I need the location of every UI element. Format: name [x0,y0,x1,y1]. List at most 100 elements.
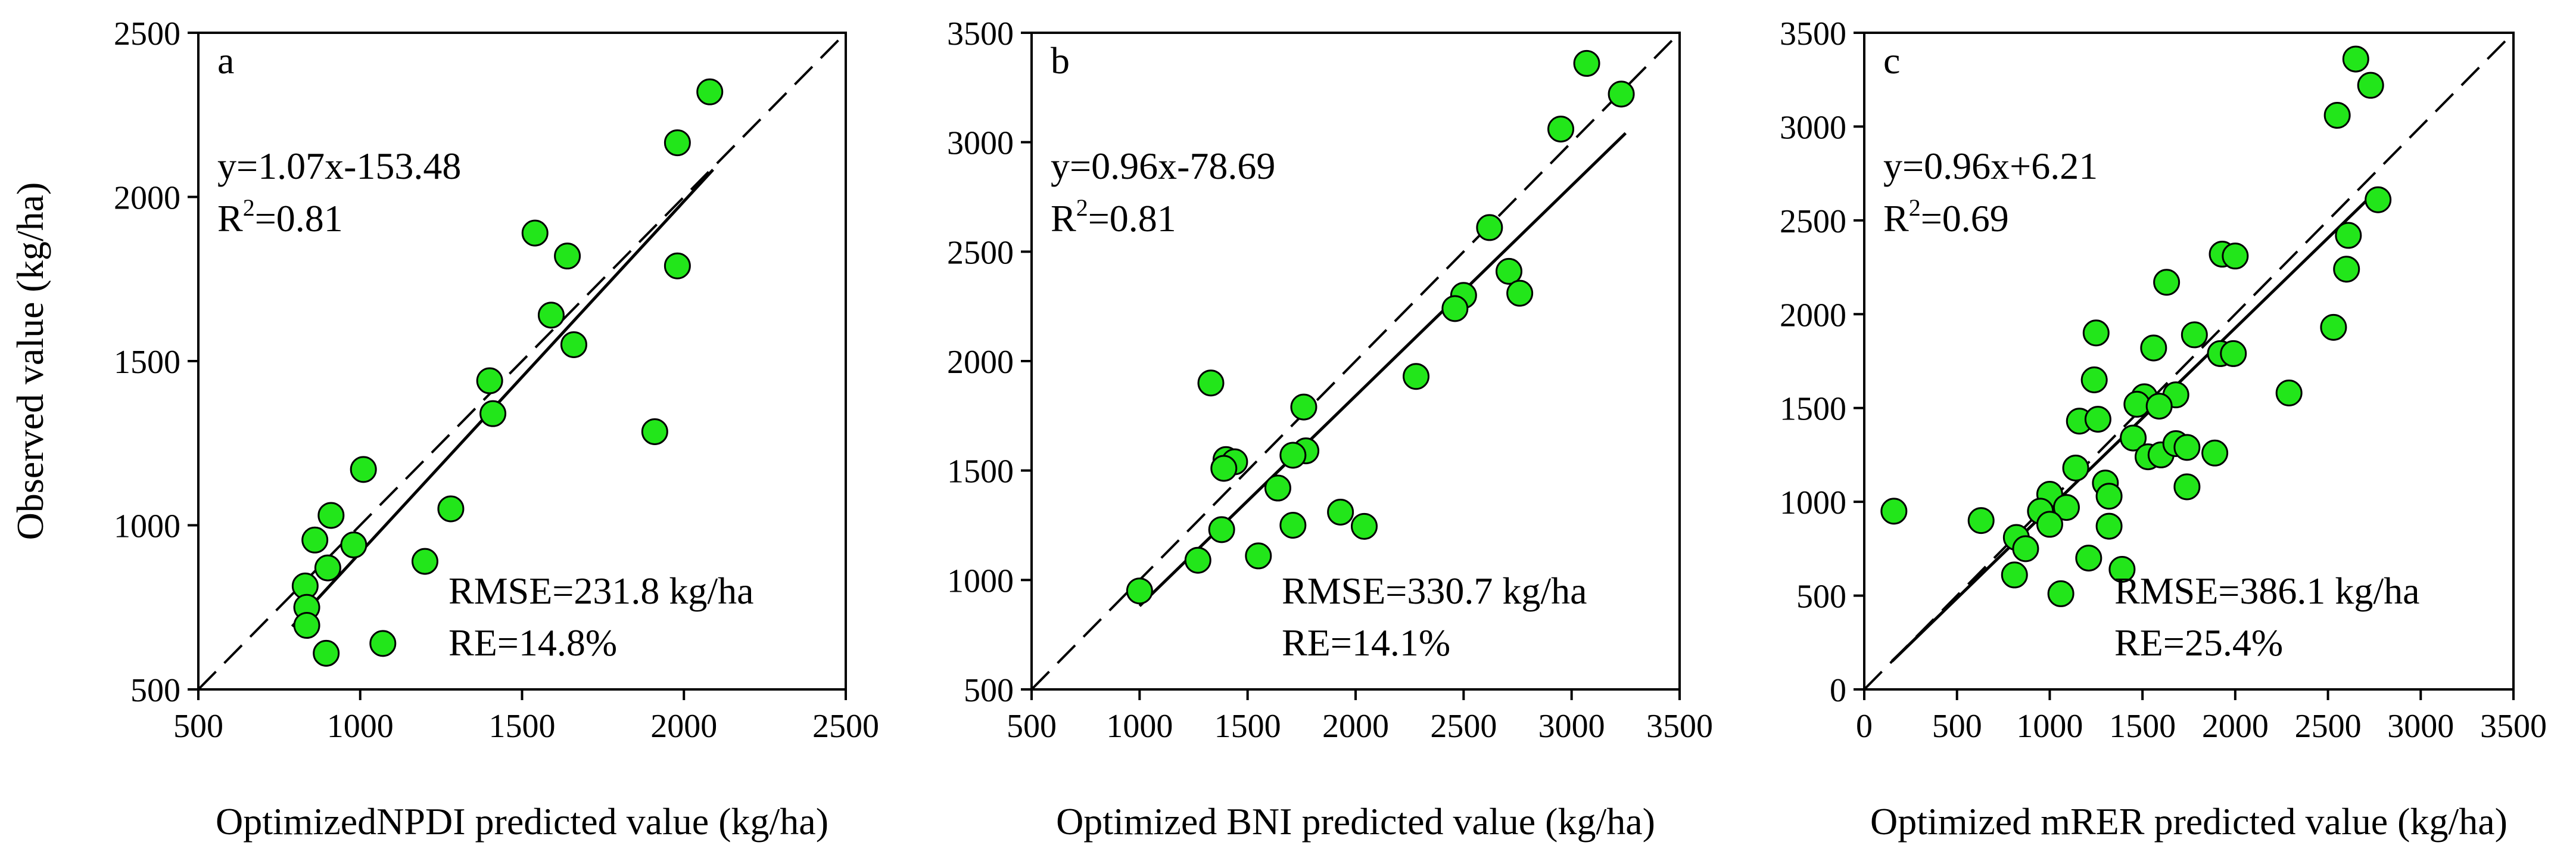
plot-frame [1863,32,2515,691]
data-point-2 [1547,116,1575,143]
data-point-20 [1208,516,1235,543]
data-point-20 [369,630,397,657]
data-point-1 [1608,80,1635,108]
r-squared-symbol: R [217,197,243,240]
x-tick-label: 2500 [2295,708,2362,745]
y-tick-label: 2000 [114,180,180,217]
y-tick-label: 2000 [1780,297,1846,334]
data-point-1 [2357,72,2384,99]
re-label: RE=14.8% [448,621,617,664]
data-point-8 [2153,269,2181,296]
data-point-37 [1967,507,1995,534]
panel-b: 500 1000 1500 2000 2500 3000 3500 500 1000 1500 20… [947,15,1713,843]
data-point-15 [1210,455,1238,482]
data-point-21 [313,639,340,667]
y-tick-label: 500 [1796,579,1846,616]
data-point-27 [2173,434,2201,461]
data-point-23 [2120,424,2147,452]
data-point-5 [537,302,565,329]
data-point-21 [1245,542,1272,570]
data-point-2 [2323,102,2351,129]
y-tick-label: 2500 [114,15,180,52]
data-point-6 [560,331,587,358]
x-axis-title: Optimized BNI predicted value (kg/ha) [1056,800,1655,843]
x-tick-label: 1000 [327,708,394,745]
data-point-23 [1126,577,1153,605]
r-squared-value: =0.69 [1921,197,2009,240]
x-tick-label: 500 [1007,708,1057,745]
data-point-38 [2036,511,2063,538]
data-point-11 [2181,321,2208,349]
data-point-22 [2084,406,2111,433]
panel-a: 500 1000 1500 2000 2500 500 1000 1500 2000 2500 Op… [9,15,879,843]
y-tick-label: 1500 [947,453,1014,490]
data-point-12 [1279,442,1307,469]
y-tick-label: 1000 [947,562,1014,599]
data-point-33 [2095,483,2123,510]
x-tick-label: 2000 [1322,708,1389,745]
regression-equation: y=0.96x+6.21 [1883,145,2098,187]
data-point-3 [1476,214,1503,241]
x-tick-label: 0 [1856,708,1873,745]
data-point-36 [1880,498,1908,525]
data-point-10 [2082,319,2110,347]
data-point-0 [696,78,724,105]
x-tick-label: 1000 [2016,708,2083,745]
data-point-5 [1506,279,1534,307]
y-tick-label: 500 [130,672,180,709]
panel-letter: c [1883,39,1900,82]
data-point-5 [2333,256,2360,283]
x-tick-label: 500 [1932,708,1982,745]
data-point-15 [314,554,341,582]
data-point-39 [2095,512,2123,540]
one-to-one-line [1863,32,2515,691]
data-point-9 [641,418,668,445]
x-tick-label: 3500 [2480,708,2547,745]
y-tick-label: 1000 [1780,484,1846,521]
r-squared-symbol: R [1883,197,1909,240]
data-point-9 [2320,313,2347,341]
data-point-7 [476,367,503,394]
data-point-41 [2012,535,2039,562]
data-point-18 [1279,512,1307,539]
data-point-34 [2052,494,2080,521]
r-squared-superscript: 2 [243,194,255,221]
x-axis-title: Optimized mRER predicted value (kg/ha) [1870,800,2508,843]
r-squared-symbol: R [1051,197,1076,240]
r-squared-superscript: 2 [1909,194,1921,221]
data-point-44 [2001,561,2028,589]
y-tick-label: 3000 [947,125,1014,162]
data-point-14 [2220,340,2247,367]
y-tick-label: 1500 [1780,391,1846,428]
data-point-16 [2275,380,2303,407]
data-point-29 [2062,454,2089,481]
x-tick-label: 2500 [1430,708,1497,745]
r-squared: R2=0.81 [1051,194,1176,240]
data-point-10 [1290,393,1317,421]
x-tick-label: 1500 [1214,708,1281,745]
data-point-0 [1573,49,1600,77]
regression-line [1890,186,2381,663]
data-point-4 [2335,222,2362,249]
data-point-9 [1197,369,1225,397]
data-point-12 [317,502,345,529]
data-point-13 [301,526,329,554]
panel-letter: a [217,39,234,82]
r-squared: R2=0.81 [217,194,343,240]
r-squared-superscript: 2 [1076,194,1088,221]
panel-c: 0 500 1000 1500 2000 2500 3000 3500 0 500 1000 1500… [1780,15,2547,843]
data-point-15 [2080,366,2108,393]
x-tick-label: 1500 [2109,708,2176,745]
y-tick-label: 2000 [947,344,1014,381]
data-point-8 [1403,363,1430,390]
data-point-17 [1327,498,1354,526]
data-point-10 [350,456,377,483]
data-point-7 [2222,243,2249,270]
data-point-11 [437,495,465,523]
re-label: RE=25.4% [2114,621,2283,664]
y-tick-label: 3500 [947,15,1014,52]
data-point-3 [2365,186,2392,213]
rmse-label: RMSE=386.1 kg/ha [2114,570,2420,612]
panel-letter: b [1051,39,1070,82]
